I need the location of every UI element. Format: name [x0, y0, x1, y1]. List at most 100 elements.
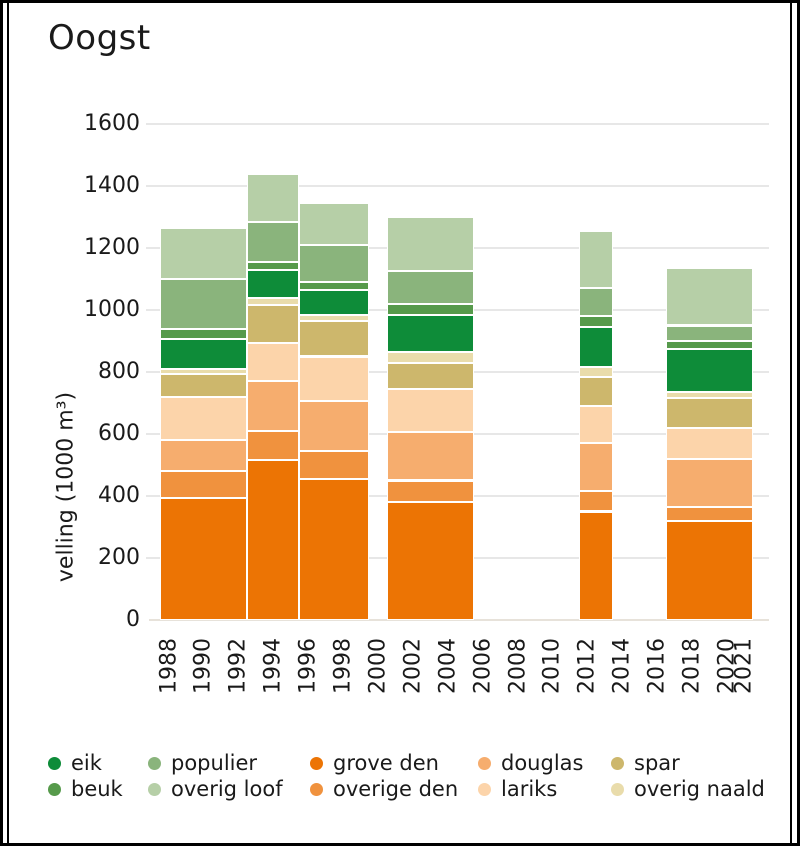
- frame-left-edge: [7, 0, 9, 846]
- bar-segment-douglas-1996-1999[interactable]: [299, 401, 370, 452]
- bar-segment-populier-2012-2013[interactable]: [578, 288, 614, 317]
- bar-segment-douglas-2012-2013[interactable]: [578, 443, 614, 492]
- bar-segment-eik-1993-1995[interactable]: [247, 269, 300, 298]
- bar-segment-lariks-1993-1995[interactable]: [247, 342, 300, 382]
- bar-segment-lariks-2012-2013[interactable]: [578, 406, 614, 444]
- bar-segment-beuk-2017-2021[interactable]: [665, 341, 754, 349]
- legend-label: overige den: [333, 777, 459, 801]
- bar-segment-lariks-2017-2021[interactable]: [665, 427, 754, 459]
- bar-segment-overig_loof-1993-1995[interactable]: [247, 173, 300, 222]
- bar-segment-overige_den-2012-2013[interactable]: [578, 491, 614, 512]
- x-tick-label: 2010: [539, 638, 565, 694]
- legend-label: eik: [71, 751, 102, 775]
- bar-segment-overig_naald-2001-2005[interactable]: [386, 351, 474, 363]
- bar-segment-douglas-2001-2005[interactable]: [386, 432, 474, 481]
- bar-segment-eik-2012-2013[interactable]: [578, 327, 614, 368]
- x-tick-label: 2012: [574, 638, 600, 694]
- legend-item-spar[interactable]: spar: [611, 750, 765, 776]
- bar-segment-douglas-1993-1995[interactable]: [247, 381, 300, 431]
- x-tick-label: 1988: [156, 638, 181, 694]
- bar-segment-overig_naald-1993-1995[interactable]: [247, 297, 300, 306]
- bar-segment-overig_loof-2017-2021[interactable]: [665, 268, 754, 326]
- legend-dot-icon: [310, 782, 323, 796]
- bar-segment-populier-1996-1999[interactable]: [299, 244, 370, 283]
- bar-segment-lariks-1996-1999[interactable]: [299, 356, 370, 402]
- frame-right-edge: [790, 0, 792, 846]
- legend-dot-icon: [48, 756, 61, 770]
- legend-label: spar: [634, 751, 680, 775]
- bar-segment-spar-1996-1999[interactable]: [299, 320, 370, 357]
- bar-segment-eik-1996-1999[interactable]: [299, 289, 370, 315]
- plot-area: [146, 123, 769, 621]
- bar-segment-populier-1988-1992[interactable]: [159, 279, 248, 329]
- x-tick-label: 2000: [365, 638, 391, 694]
- legend-dot-icon: [478, 756, 491, 770]
- bar-segment-overig_loof-2012-2013[interactable]: [578, 230, 614, 289]
- bar-segment-overig_naald-1996-1999[interactable]: [299, 314, 370, 321]
- bar-segment-overig_loof-2001-2005[interactable]: [386, 217, 474, 272]
- bar-segment-overig_naald-2017-2021[interactable]: [665, 392, 754, 399]
- y-tick-label: 800: [98, 359, 140, 384]
- bar-segment-populier-1993-1995[interactable]: [247, 221, 300, 262]
- bar-segment-douglas-1988-1992[interactable]: [159, 440, 248, 472]
- bar-segment-lariks-1988-1992[interactable]: [159, 396, 248, 441]
- bar-segment-overige_den-1993-1995[interactable]: [247, 430, 300, 461]
- bar-segment-beuk-2001-2005[interactable]: [386, 303, 474, 315]
- legend-dot-icon: [310, 756, 323, 770]
- y-tick-label: 200: [98, 545, 140, 570]
- legend-item-populier[interactable]: populier: [148, 750, 310, 776]
- bar-segment-overig_naald-1988-1992[interactable]: [159, 368, 248, 374]
- legend-item-douglas[interactable]: douglas: [478, 750, 611, 776]
- bar-segment-grove_den-1988-1992[interactable]: [159, 497, 248, 620]
- bar-segment-overig_loof-1988-1992[interactable]: [159, 227, 248, 279]
- legend-dot-icon: [48, 782, 61, 796]
- y-tick-label: 400: [98, 483, 140, 508]
- bar-segment-overige_den-1996-1999[interactable]: [299, 451, 370, 479]
- y-tick-label: 0: [126, 607, 140, 632]
- bar-segment-spar-2017-2021[interactable]: [665, 398, 754, 428]
- legend-dot-icon: [148, 756, 161, 770]
- bar-segment-beuk-1993-1995[interactable]: [247, 261, 300, 270]
- legend-item-overige-den[interactable]: overige den: [310, 776, 478, 802]
- bar-segment-beuk-1988-1992[interactable]: [159, 328, 248, 340]
- legend-label: grove den: [333, 751, 439, 775]
- x-tick-label: 1996: [295, 638, 321, 694]
- bar-segment-douglas-2017-2021[interactable]: [665, 458, 754, 507]
- bar-segment-overige_den-2001-2005[interactable]: [386, 480, 474, 503]
- bar-segment-lariks-2001-2005[interactable]: [386, 389, 474, 433]
- bar-segment-populier-2017-2021[interactable]: [665, 325, 754, 341]
- legend-item-lariks[interactable]: lariks: [478, 776, 611, 802]
- bar-segment-populier-2001-2005[interactable]: [386, 271, 474, 304]
- x-tick-label: 2006: [470, 638, 496, 694]
- bar-segment-spar-2001-2005[interactable]: [386, 362, 474, 390]
- y-tick-label: 1400: [84, 173, 140, 198]
- bar-segment-grove_den-1993-1995[interactable]: [247, 460, 300, 620]
- y-tick-label: 1200: [84, 235, 140, 260]
- bar-segment-overig_loof-1996-1999[interactable]: [299, 203, 370, 245]
- x-axis-baseline: [149, 619, 769, 621]
- legend-item-overig-naald[interactable]: overig naald: [611, 776, 765, 802]
- legend-item-eik[interactable]: eik: [48, 750, 148, 776]
- bar-segment-overig_naald-2012-2013[interactable]: [578, 367, 614, 377]
- bar-segment-eik-2001-2005[interactable]: [386, 314, 474, 352]
- bar-segment-beuk-2012-2013[interactable]: [578, 316, 614, 328]
- bar-segment-overige_den-1988-1992[interactable]: [159, 471, 248, 498]
- bar-segment-spar-1988-1992[interactable]: [159, 373, 248, 397]
- legend-item-overig-loof[interactable]: overig loof: [148, 776, 310, 802]
- legend-item-beuk[interactable]: beuk: [48, 776, 148, 802]
- legend-item-grove-den[interactable]: grove den: [310, 750, 478, 776]
- gridline: [146, 123, 769, 125]
- bar-segment-spar-2012-2013[interactable]: [578, 376, 614, 407]
- legend-label: douglas: [501, 751, 584, 775]
- bar-segment-grove_den-2012-2013[interactable]: [578, 511, 614, 620]
- bar-segment-beuk-1996-1999[interactable]: [299, 282, 370, 290]
- bar-segment-eik-1988-1992[interactable]: [159, 339, 248, 369]
- bar-segment-overige_den-2017-2021[interactable]: [665, 506, 754, 521]
- bar-segment-eik-2017-2021[interactable]: [665, 348, 754, 393]
- bar-segment-grove_den-2001-2005[interactable]: [386, 502, 474, 620]
- y-tick-label: 1000: [84, 297, 140, 322]
- bar-segment-grove_den-2017-2021[interactable]: [665, 520, 754, 620]
- bar-segment-spar-1993-1995[interactable]: [247, 305, 300, 343]
- bar-segment-grove_den-1996-1999[interactable]: [299, 478, 370, 620]
